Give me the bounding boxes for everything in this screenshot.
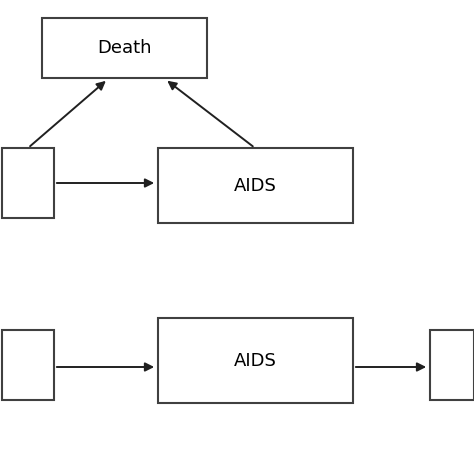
Bar [2,330,54,400]
Bar [158,318,353,403]
Bar [2,148,54,218]
Bar [430,330,474,400]
Text: AIDS: AIDS [234,176,277,194]
Text: AIDS: AIDS [234,352,277,370]
Text: Death: Death [97,39,152,57]
Bar [42,18,207,78]
Bar [158,148,353,223]
